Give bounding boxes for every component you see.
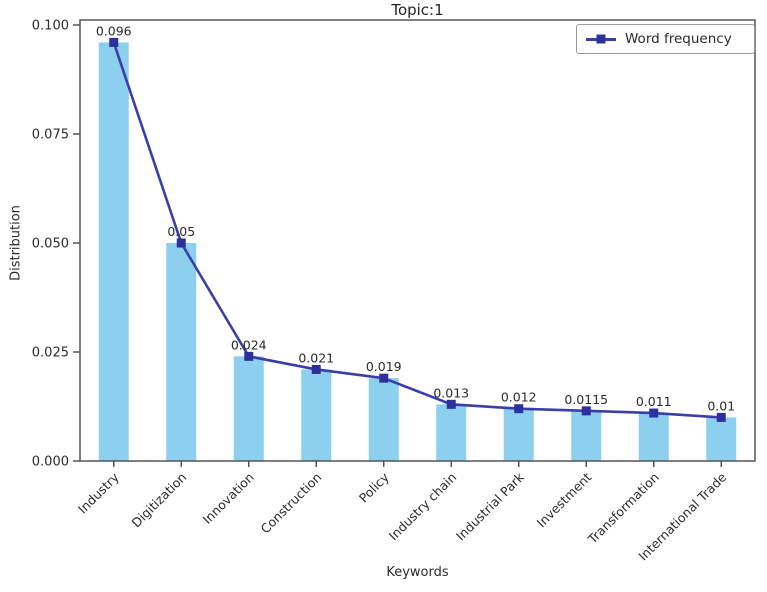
bar bbox=[571, 410, 602, 461]
value-label: 0.01 bbox=[707, 398, 735, 413]
line-square-marker bbox=[716, 412, 726, 422]
line-square-marker bbox=[581, 406, 591, 416]
legend-label: Word frequency bbox=[625, 31, 732, 47]
x-category-label: Transformation bbox=[584, 470, 662, 548]
line-square-marker bbox=[379, 373, 389, 383]
legend-line-sample bbox=[586, 34, 616, 44]
x-category-label: Industry chain bbox=[386, 470, 460, 544]
plot-frame bbox=[79, 19, 756, 462]
line-square-marker bbox=[176, 238, 186, 248]
y-tick-label: 0.075 bbox=[32, 128, 69, 143]
value-label: 0.05 bbox=[167, 224, 195, 239]
line-square-marker bbox=[514, 404, 524, 414]
bar bbox=[436, 404, 467, 461]
line-square-marker bbox=[311, 364, 321, 374]
x-axis-title: Keywords bbox=[386, 565, 449, 580]
bar bbox=[166, 243, 197, 461]
y-tick-label: 0.100 bbox=[32, 19, 69, 34]
x-category-label: Digitization bbox=[129, 470, 190, 531]
x-category-label: Innovation bbox=[199, 470, 256, 527]
line-square-marker bbox=[446, 399, 456, 409]
bar bbox=[233, 356, 264, 461]
bar bbox=[368, 378, 399, 461]
value-label: 0.013 bbox=[433, 385, 469, 400]
y-axis-title: Distribution bbox=[8, 205, 24, 281]
bar bbox=[503, 408, 534, 461]
x-category-label: Industrial Park bbox=[453, 469, 528, 544]
bar bbox=[638, 413, 669, 461]
line-square-marker bbox=[109, 37, 119, 47]
x-category-label: Construction bbox=[257, 470, 324, 537]
value-label: 0.012 bbox=[501, 390, 537, 405]
x-category-label: Policy bbox=[356, 469, 392, 505]
value-label: 0.021 bbox=[298, 350, 334, 365]
legend-square-marker-icon bbox=[596, 34, 606, 44]
legend: Word frequency bbox=[576, 24, 755, 54]
bar bbox=[301, 369, 332, 461]
y-tick-label: 0.050 bbox=[32, 237, 69, 252]
line-square-marker bbox=[244, 351, 254, 361]
chart-title: Topic:1 bbox=[391, 1, 444, 19]
bar bbox=[706, 417, 737, 461]
bar bbox=[98, 42, 129, 461]
value-label: 0.0115 bbox=[564, 392, 608, 407]
y-tick-label: 0.025 bbox=[32, 346, 69, 361]
y-tick-label: 0.000 bbox=[32, 455, 69, 470]
value-label: 0.096 bbox=[96, 23, 132, 38]
word-frequency-line bbox=[112, 42, 722, 419]
x-category-label: Investment bbox=[534, 469, 595, 530]
value-label: 0.011 bbox=[636, 394, 672, 409]
line-square-marker bbox=[649, 408, 659, 418]
x-category-label: Industry bbox=[75, 469, 122, 516]
value-label: 0.019 bbox=[366, 359, 402, 374]
value-label: 0.024 bbox=[231, 337, 267, 352]
